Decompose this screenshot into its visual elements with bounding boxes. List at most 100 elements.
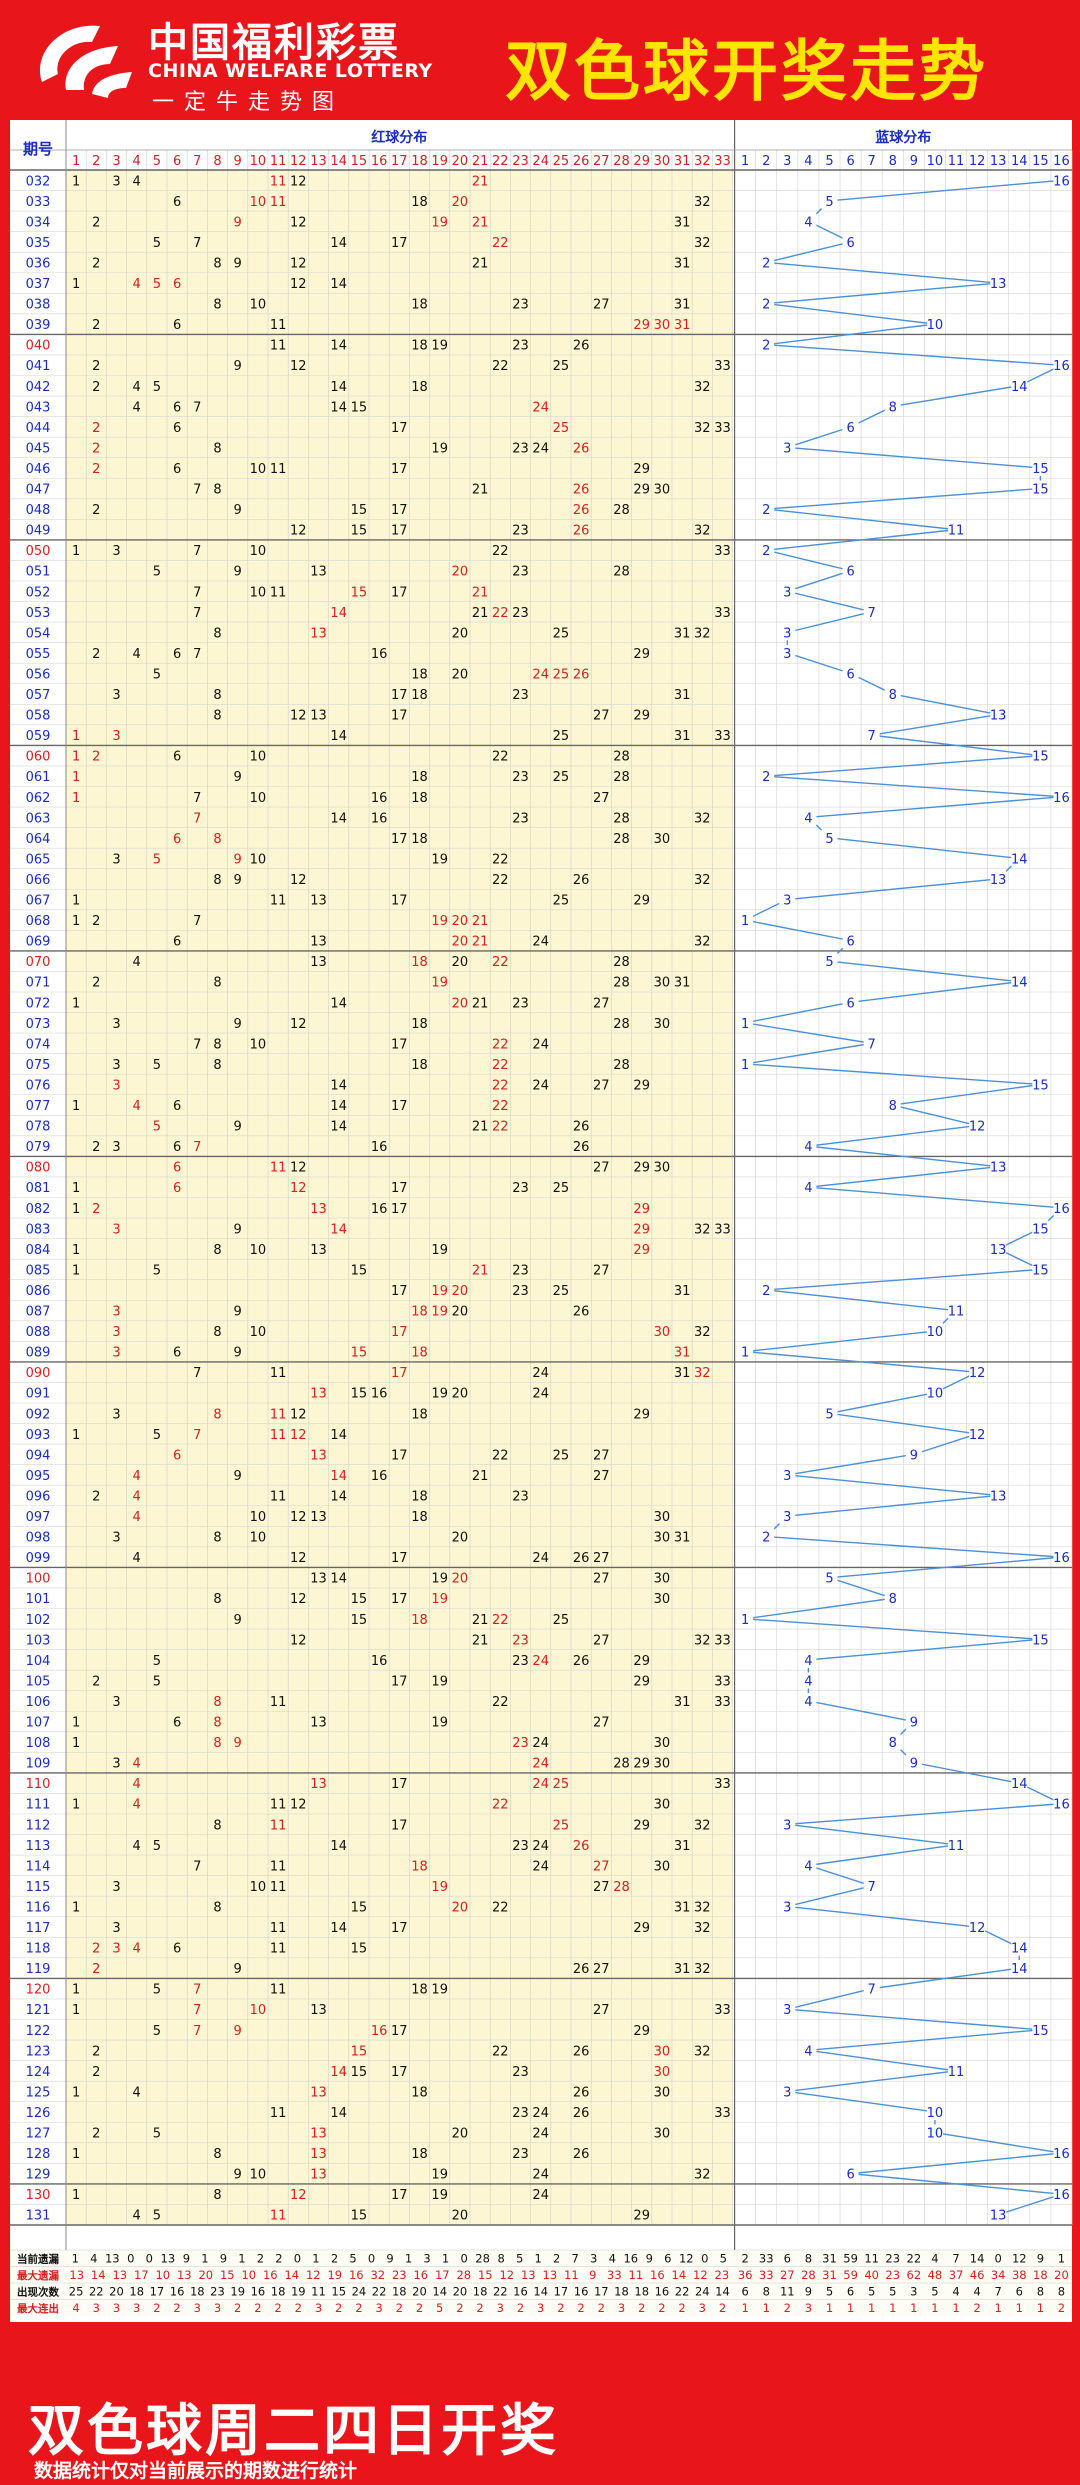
logo-chinese-text: 中国福利彩票 — [148, 20, 400, 66]
red-ball: 23 — [512, 811, 529, 826]
stats-red-value: 20 — [198, 2268, 213, 2282]
red-ball: 13 — [310, 2085, 327, 2100]
stats-blue-value: 31 — [822, 2251, 837, 2265]
page-title: 双色球开奖走势 — [505, 33, 988, 110]
red-ball: 19 — [431, 1387, 448, 1402]
stats-red-value: 18 — [614, 2284, 629, 2298]
red-ball: 32 — [694, 524, 711, 539]
blue-ball: 15 — [1032, 483, 1049, 498]
blue-ball: 10 — [927, 318, 944, 333]
stats-red-value: 20 — [453, 2284, 468, 2298]
stats-blue-value: 7 — [995, 2284, 1002, 2298]
blue-ball-bg — [779, 1466, 796, 1483]
blue-ball: 9 — [910, 1716, 918, 1731]
red-column-number: 31 — [674, 154, 691, 169]
blue-ball: 8 — [889, 1736, 897, 1751]
red-ball: 5 — [153, 852, 161, 867]
red-ball: 15 — [351, 1942, 368, 1957]
red-ball: 19 — [431, 1572, 448, 1587]
red-ball: 10 — [250, 2003, 267, 2018]
stats-red-value: 11 — [629, 2268, 644, 2282]
period-label: 038 — [26, 298, 51, 313]
red-ball: 28 — [613, 976, 630, 991]
period-label: 054 — [26, 626, 51, 641]
red-ball: 4 — [133, 1757, 141, 1772]
red-ball: 13 — [310, 1202, 327, 1217]
red-ball: 2 — [92, 1962, 100, 1977]
red-ball: 26 — [573, 2147, 590, 2162]
red-ball: 23 — [512, 441, 529, 456]
blue-ball: 2 — [762, 339, 770, 354]
stats-red-value: 23 — [715, 2268, 730, 2282]
red-ball: 31 — [674, 318, 691, 333]
red-ball: 10 — [250, 585, 267, 600]
blue-ball-bg — [863, 1980, 880, 1997]
red-ball: 16 — [371, 1140, 388, 1155]
blue-ball-bg — [821, 1569, 838, 1586]
blue-ball-bg — [926, 316, 943, 333]
red-ball: 4 — [133, 1510, 141, 1525]
red-ball: 17 — [391, 1921, 408, 1936]
period-label: 068 — [26, 914, 51, 929]
blue-ball-bg — [737, 1343, 754, 1360]
period-label: 122 — [26, 2024, 51, 2039]
stats-red-value: 13 — [69, 2268, 84, 2282]
red-ball: 11 — [270, 462, 287, 477]
stats-red-value: 20 — [412, 2284, 427, 2298]
stats-blue-value: 18 — [1033, 2268, 1048, 2282]
blue-ball: 6 — [846, 565, 854, 580]
blue-ball: 4 — [804, 1674, 812, 1689]
red-ball: 13 — [310, 1243, 327, 1258]
red-ball: 29 — [633, 1078, 650, 1093]
stats-red-value: 13 — [177, 2268, 192, 2282]
red-ball: 24 — [532, 1387, 549, 1402]
blue-ball-bg — [863, 1877, 880, 1894]
blue-ball: 5 — [825, 832, 833, 847]
red-ball: 23 — [512, 1654, 529, 1669]
red-ball: 12 — [290, 1592, 307, 1607]
blue-ball-bg — [737, 1610, 754, 1627]
red-ball: 1 — [72, 1900, 80, 1915]
stats-red-value: 20 — [109, 2284, 124, 2298]
red-ball: 7 — [193, 585, 201, 600]
blue-ball-bg — [758, 295, 775, 312]
period-label: 096 — [26, 1489, 51, 1504]
stats-red-value: 16 — [574, 2284, 589, 2298]
red-ball: 29 — [633, 2209, 650, 2224]
stats-blue-value: 1 — [868, 2301, 875, 2315]
stats-red-value: 3 — [133, 2301, 140, 2315]
blue-ball: 11 — [948, 2065, 965, 2080]
stats-red-value: 2 — [355, 2301, 362, 2315]
red-ball: 17 — [391, 1325, 408, 1340]
blue-ball-bg — [779, 891, 796, 908]
red-ball: 33 — [714, 729, 731, 744]
red-ball: 12 — [290, 215, 307, 230]
blue-ball: 2 — [762, 544, 770, 559]
red-ball: 3 — [112, 852, 120, 867]
red-ball: 27 — [593, 1161, 610, 1176]
red-ball: 29 — [633, 1161, 650, 1176]
red-ball: 26 — [573, 2085, 590, 2100]
period-label: 098 — [26, 1531, 51, 1546]
red-ball: 23 — [512, 606, 529, 621]
red-ball: 30 — [654, 1572, 671, 1587]
red-ball: 6 — [173, 750, 181, 765]
footer-note: 数据统计仅对当前展示的期数进行统计 — [34, 2460, 358, 2482]
stats-red-value: 24 — [695, 2284, 710, 2298]
stats-red-value: 9 — [183, 2251, 190, 2265]
period-label: 051 — [26, 565, 51, 580]
stats-red-value: 1 — [72, 2251, 79, 2265]
red-ball: 8 — [213, 1736, 221, 1751]
red-ball: 11 — [270, 339, 287, 354]
red-ball: 26 — [573, 667, 590, 682]
stats-red-value: 3 — [423, 2251, 430, 2265]
blue-ball-bg — [800, 1651, 817, 1668]
stats-red-value: 6 — [664, 2251, 671, 2265]
stats-red-value: 4 — [90, 2251, 97, 2265]
stats-red-value: 14 — [284, 2268, 299, 2282]
red-ball: 12 — [290, 524, 307, 539]
red-ball: 18 — [411, 195, 428, 210]
stats-red-value: 23 — [392, 2268, 407, 2282]
stats-red-value: 19 — [230, 2284, 245, 2298]
blue-ball: 11 — [948, 524, 965, 539]
